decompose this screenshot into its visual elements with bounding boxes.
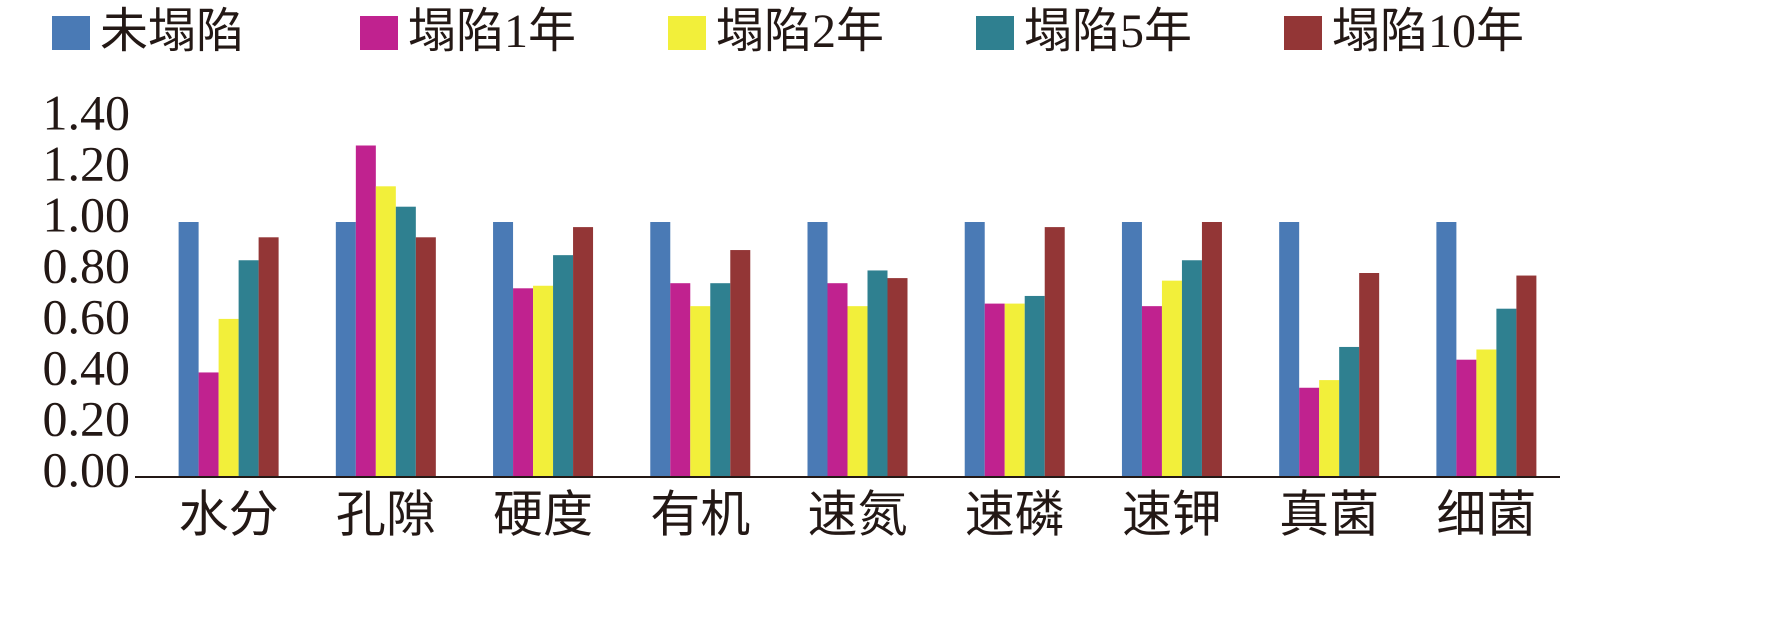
bar bbox=[887, 278, 908, 477]
x-tick-label: 水分 bbox=[179, 486, 279, 542]
bar bbox=[847, 306, 868, 477]
bar bbox=[730, 250, 751, 477]
y-tick-label: 0.40 bbox=[43, 339, 131, 395]
y-tick-label: 0.20 bbox=[43, 390, 131, 446]
bar bbox=[1024, 295, 1045, 477]
bar bbox=[867, 270, 888, 477]
y-tick-label: 1.40 bbox=[43, 84, 131, 140]
x-tick-label: 真菌 bbox=[1279, 486, 1379, 542]
bar bbox=[238, 260, 259, 477]
bar bbox=[670, 283, 691, 477]
bar bbox=[198, 372, 219, 477]
bar bbox=[690, 306, 711, 477]
bar bbox=[650, 222, 671, 477]
bar bbox=[335, 222, 356, 477]
bar bbox=[1476, 349, 1497, 477]
bar bbox=[1516, 275, 1537, 477]
x-tick-label: 速磷 bbox=[965, 486, 1065, 542]
bar bbox=[395, 206, 416, 477]
bar bbox=[218, 318, 239, 477]
bar bbox=[1004, 303, 1025, 477]
bar bbox=[1339, 346, 1360, 477]
bar bbox=[1456, 359, 1477, 477]
bar bbox=[1201, 222, 1222, 477]
legend-swatch bbox=[976, 16, 1014, 50]
bar bbox=[964, 222, 985, 477]
bar bbox=[1319, 380, 1340, 477]
bar bbox=[1299, 387, 1320, 477]
y-tick-label: 0.00 bbox=[43, 441, 131, 497]
y-tick-label: 1.00 bbox=[43, 186, 131, 242]
legend-label: 未塌陷 bbox=[100, 5, 244, 58]
bar bbox=[415, 237, 436, 477]
bar bbox=[1161, 280, 1182, 477]
bar bbox=[178, 222, 199, 477]
bar bbox=[1121, 222, 1142, 477]
bar bbox=[553, 255, 574, 477]
legend-swatch bbox=[52, 16, 90, 50]
legend-swatch bbox=[360, 16, 398, 50]
legend-label: 塌陷1年 bbox=[408, 5, 576, 58]
bar bbox=[1279, 222, 1300, 477]
bar bbox=[807, 222, 828, 477]
bar bbox=[533, 285, 554, 477]
legend-label: 塌陷2年 bbox=[716, 5, 884, 58]
bar bbox=[1359, 273, 1380, 477]
bar bbox=[1141, 306, 1162, 477]
bar bbox=[513, 288, 534, 477]
x-tick-label: 硬度 bbox=[493, 486, 593, 542]
bar bbox=[710, 283, 731, 477]
bar bbox=[1181, 260, 1202, 477]
bar bbox=[258, 237, 279, 477]
legend-swatch bbox=[668, 16, 706, 50]
bar bbox=[355, 145, 376, 477]
legend-label: 塌陷5年 bbox=[1024, 5, 1192, 58]
bar bbox=[827, 283, 848, 477]
y-tick-label: 1.20 bbox=[43, 135, 131, 191]
y-tick-label: 0.80 bbox=[43, 237, 131, 293]
x-tick-label: 有机 bbox=[650, 486, 750, 542]
x-tick-label: 孔隙 bbox=[336, 486, 436, 542]
y-tick-label: 0.60 bbox=[43, 288, 131, 344]
legend-label: 塌陷10年 bbox=[1332, 5, 1524, 58]
x-tick-label: 细菌 bbox=[1436, 486, 1536, 542]
bar bbox=[1436, 222, 1457, 477]
bar bbox=[1496, 308, 1517, 477]
bar bbox=[1044, 227, 1065, 477]
x-tick-label: 速氮 bbox=[808, 486, 908, 542]
bar bbox=[493, 222, 514, 477]
bar bbox=[573, 227, 594, 477]
legend-swatch bbox=[1284, 16, 1322, 50]
x-tick-label: 速钾 bbox=[1122, 486, 1222, 542]
bar bbox=[375, 186, 396, 478]
bar bbox=[984, 303, 1005, 477]
